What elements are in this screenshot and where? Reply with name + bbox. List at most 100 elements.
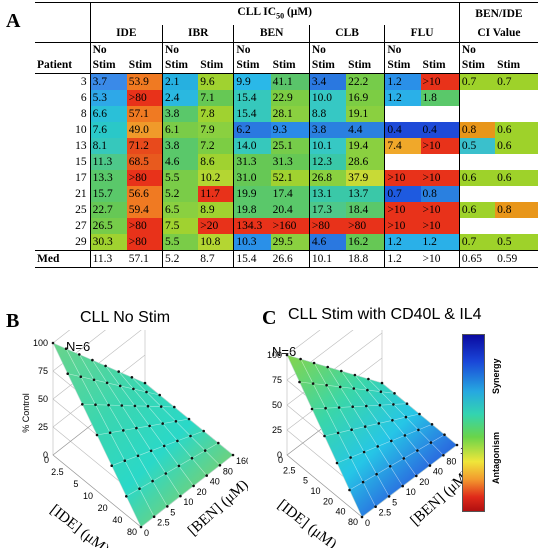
data-point: [387, 495, 391, 498]
ci-header-line2: CI Value: [458, 24, 538, 43]
data-point: [164, 472, 168, 475]
table-cell: 9.3: [270, 122, 310, 138]
panel-b-title: CLL No Stim: [80, 309, 171, 326]
ben-tick-label: 40: [433, 467, 443, 477]
data-point: [202, 429, 205, 433]
data-point: [348, 488, 351, 492]
data-point: [390, 439, 393, 443]
table-cell: 7.9: [198, 122, 234, 138]
table-cell: 29.5: [270, 234, 310, 251]
data-point: [417, 428, 420, 432]
ide-tick-label: 20: [98, 503, 108, 513]
table-cell: 53.9: [126, 73, 163, 90]
table-cell: >80: [346, 218, 385, 234]
table-cell: 3.8: [162, 106, 199, 122]
table-cell: 19.1: [346, 106, 385, 122]
table-cell: 0.7: [458, 73, 496, 90]
ide-tick-label: 2.5: [51, 467, 64, 477]
table-cell: 31.0: [233, 170, 271, 186]
data-point: [418, 412, 421, 416]
data-point: [416, 449, 419, 452]
data-point: [401, 484, 404, 488]
data-point: [117, 370, 120, 373]
table-cell: 0.4: [384, 122, 421, 138]
table-cell: 5.3: [89, 90, 127, 106]
table-cell: 7.4: [384, 138, 421, 154]
data-point: [176, 439, 179, 443]
data-point: [374, 505, 377, 508]
drug-header-ben: BEN: [233, 24, 310, 43]
table-cell: 17.3: [308, 202, 347, 218]
patient-id: 6: [80, 92, 87, 104]
table-cell: 5.5: [162, 170, 199, 186]
table-cell: 1.2: [420, 234, 460, 251]
data-point: [337, 406, 341, 409]
data-point: [138, 487, 141, 490]
table-cell: 15.7: [89, 186, 127, 202]
table-cell: 1.8: [420, 90, 460, 106]
table-cell: >10: [384, 218, 421, 234]
data-point: [105, 381, 109, 385]
table-cell: 12.3: [308, 154, 347, 170]
data-point: [148, 424, 151, 428]
table-cell: [458, 218, 496, 234]
data-point: [380, 381, 384, 385]
sub-header-no: No: [458, 42, 496, 58]
data-point: [429, 441, 433, 444]
data-point: [66, 372, 69, 375]
table-cell: 8.8: [308, 106, 347, 122]
table-cell: 28.6: [346, 154, 385, 170]
table-title: CLL IC50 (μM): [89, 2, 460, 25]
table-cell: [458, 154, 496, 170]
data-point: [205, 474, 208, 477]
table-cell: 14.0: [233, 138, 271, 154]
ben-tick-label: 10: [406, 487, 416, 497]
sub-header-stim: Stim: [348, 59, 372, 71]
data-point: [360, 515, 364, 519]
median-cell: 0.59: [497, 253, 518, 265]
data-point: [166, 505, 169, 508]
data-point: [365, 404, 368, 408]
data-point: [363, 425, 367, 428]
panel-c-n-label: N=6: [272, 344, 297, 359]
ben-tick-label: 5: [170, 507, 175, 517]
data-point: [123, 459, 127, 462]
ide-tick-label: 20: [323, 496, 333, 506]
sub-header-stim: Stim: [308, 58, 347, 74]
table-cell: 57.1: [126, 106, 163, 122]
table-cell: 22.9: [270, 90, 310, 106]
median-cell: 5.2: [162, 250, 199, 268]
table-cell: 8.9: [198, 202, 234, 218]
table-cell: [495, 90, 538, 106]
table-cell: 13.3: [89, 170, 127, 186]
data-point: [79, 375, 83, 378]
table-cell: >10: [384, 170, 421, 186]
table-cell: >10: [420, 218, 460, 234]
table-row: 21 15.7 56.6 5.2 11.7 19.9 17.4 13.1 13.7 0.7 0.8: [35, 186, 538, 202]
mesh-line: [336, 424, 433, 464]
table-cell: >10: [420, 73, 460, 90]
ide-tick-label: 0: [278, 455, 283, 465]
z-gridline: [52, 330, 71, 344]
data-point: [338, 385, 342, 389]
table-cell: 25.1: [270, 138, 310, 154]
ide-tick-label: 40: [335, 507, 345, 517]
patient-id: 17: [75, 172, 87, 184]
table-cell: 134.3: [233, 218, 271, 234]
sub-header-stim: Stim: [128, 59, 152, 71]
data-point: [403, 434, 407, 437]
data-points: [51, 341, 235, 529]
table-cell: >80: [126, 90, 163, 106]
table-cell: 1.2: [384, 90, 421, 106]
sub-header-stim: Stim: [233, 58, 271, 74]
data-point: [218, 464, 222, 467]
ide-tick-label: 40: [112, 515, 122, 525]
drug-header-ide: IDE: [89, 24, 163, 43]
table-cell: 49.0: [126, 122, 163, 138]
data-point: [146, 404, 150, 408]
data-point: [376, 445, 379, 448]
patient-header: Patient: [37, 59, 73, 71]
table-cell: 9.6: [198, 73, 234, 90]
